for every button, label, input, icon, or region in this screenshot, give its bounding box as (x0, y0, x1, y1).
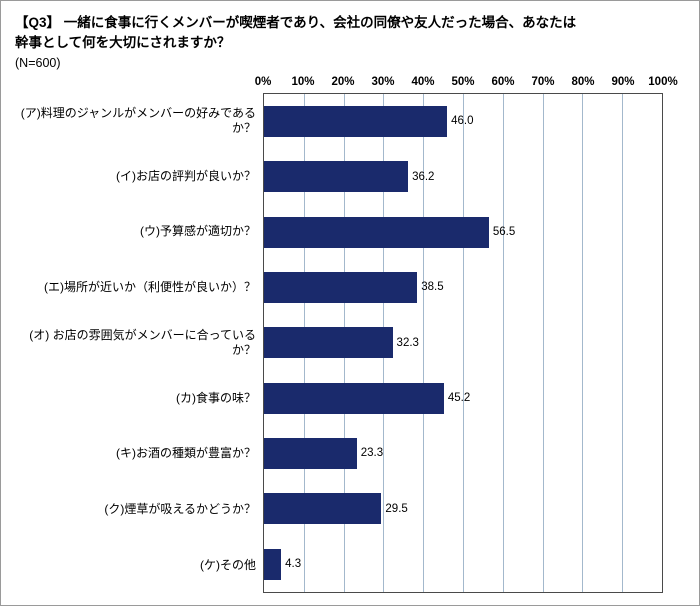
x-tick-label: 0% (254, 75, 272, 88)
value-label: 29.5 (385, 502, 408, 515)
value-label: 32.3 (396, 336, 419, 349)
category-label: (ウ)予算感が適切か？ (140, 224, 256, 239)
bar-row: 23.3 (264, 426, 662, 481)
bar-row: 46.0 (264, 94, 662, 149)
bar-row: 56.5 (264, 204, 662, 259)
value-label: 38.5 (421, 281, 444, 294)
bar (264, 105, 448, 137)
sample-size: (N=600) (15, 55, 61, 70)
chart-title: 【Q3】 一緒に食事に行くメンバーが喫煙者であり、会社の同僚や友人だった場合、あ… (15, 13, 687, 54)
category-label: (オ) お店の雰囲気がメンバーに合っているか？ (29, 327, 256, 357)
bar (264, 437, 357, 469)
category-label: (ケ)その他 (200, 557, 256, 572)
value-label: 36.2 (412, 170, 435, 183)
bar-row: 29.5 (264, 481, 662, 536)
x-tick-label: 70% (531, 75, 555, 88)
chart-title-line2: 幹事として何を大切にされますか？ (15, 35, 231, 51)
x-tick-label: 40% (411, 75, 435, 88)
x-tick-label: 100% (648, 75, 678, 88)
value-label: 45.2 (447, 392, 471, 405)
x-axis-row: 0% 10% 20% 30% 40% 50% 60% 70% 80% 90% 100% (15, 75, 687, 93)
category-label: (キ)お酒の種類が豊富か？ (116, 446, 256, 461)
x-tick-label: 80% (571, 75, 595, 88)
x-tick-label: 30% (371, 75, 395, 88)
gridline (622, 93, 624, 592)
gridline (582, 93, 584, 592)
bar (264, 271, 418, 303)
category-label: (カ)食事の味？ (176, 390, 256, 405)
bar (264, 382, 444, 414)
x-tick-label: 90% (611, 75, 635, 88)
chart-body: (ア)料理のジャンルがメンバーの好みであるか？ (イ)お店の評判が良いか？ (ウ)予… (15, 92, 687, 593)
bar-row: 36.2 (264, 149, 662, 204)
category-labels: (ア)料理のジャンルがメンバーの好みであるか？ (イ)お店の評判が良いか？ (ウ)予… (15, 93, 263, 593)
x-tick-label: 20% (331, 75, 355, 88)
x-axis: 0% 10% 20% 30% 40% 50% 60% 70% 80% 90% 100% (255, 75, 678, 93)
gridline (463, 93, 464, 592)
bar (264, 548, 282, 580)
bar-row: 38.5 (264, 260, 662, 315)
gridline (542, 93, 544, 592)
axis-spacer (15, 75, 263, 93)
category-label: (ク)煙草が吸えるかどうか？ (104, 501, 256, 516)
category-label: (エ)場所が近いか（利便性が良いか）？ (44, 279, 256, 294)
gridline (423, 93, 425, 592)
bar-row: 4.3 (264, 536, 662, 591)
x-tick-label: 60% (491, 75, 515, 88)
gridline (502, 93, 504, 592)
chart-title-line1: 【Q3】 一緒に食事に行くメンバーが喫煙者であり、会社の同僚や友人だった場合、あ… (15, 15, 577, 30)
bar-row: 45.2 (264, 370, 662, 425)
value-label: 56.5 (492, 226, 516, 239)
bar-row: 32.3 (264, 315, 662, 370)
x-tick-label: 10% (291, 75, 315, 88)
bar (264, 493, 382, 525)
value-label: 46.0 (451, 115, 474, 128)
bar (264, 327, 393, 359)
value-label: 23.3 (360, 447, 384, 460)
category-label: (ア)料理のジャンルがメンバーの好みであるか？ (20, 105, 256, 135)
value-label: 4.3 (285, 558, 302, 571)
bar (264, 216, 489, 248)
bar (264, 161, 409, 193)
x-tick-label: 50% (451, 75, 475, 88)
bar-chart: 0% 10% 20% 30% 40% 50% 60% 70% 80% 90% 100% (ア)料理の… (15, 75, 687, 593)
plot-area: 46.0 36.2 56.5 38.5 32.3 45.2 23.3 29.5 4.3 (263, 92, 663, 593)
bar-rows: 46.0 36.2 56.5 38.5 32.3 45.2 23.3 29.5 4.3 (264, 94, 662, 592)
category-label: (イ)お店の評判が良いか？ (116, 168, 256, 183)
